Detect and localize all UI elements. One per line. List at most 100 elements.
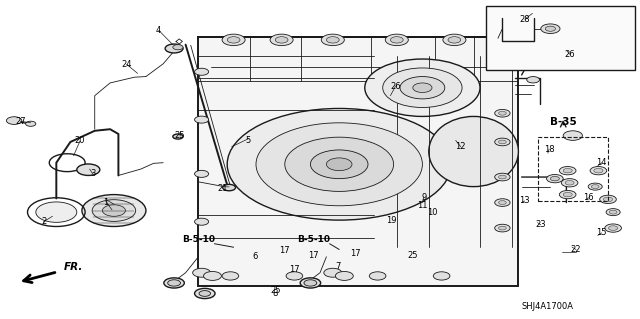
Text: 18: 18 [544,145,554,154]
Circle shape [324,268,342,277]
Text: 25: 25 [270,286,280,295]
Bar [198,37,518,286]
Circle shape [541,24,560,33]
Text: B-35: B-35 [550,117,577,127]
Circle shape [92,200,136,221]
Text: 1: 1 [103,198,108,207]
Circle shape [193,268,211,277]
Text: 8: 8 [273,289,278,298]
Text: 6: 6 [252,252,257,261]
Circle shape [594,168,603,173]
Text: 17: 17 [289,265,300,274]
Ellipse shape [429,116,518,187]
Circle shape [165,44,183,53]
Circle shape [321,34,344,46]
Circle shape [413,83,432,93]
Circle shape [204,271,221,280]
Circle shape [227,108,451,220]
Circle shape [499,201,506,204]
Circle shape [527,50,542,58]
Text: 23: 23 [536,220,546,229]
Circle shape [223,184,236,191]
Circle shape [285,137,394,191]
Text: 16: 16 [584,193,594,202]
Circle shape [591,185,599,189]
Circle shape [365,59,480,116]
Circle shape [499,140,506,144]
Circle shape [369,272,386,280]
Circle shape [565,181,574,185]
Text: 7: 7 [335,262,340,271]
Circle shape [222,34,245,46]
Circle shape [499,226,506,230]
Text: 19: 19 [387,216,397,225]
Circle shape [164,278,184,288]
Circle shape [609,210,617,214]
Circle shape [588,183,602,190]
Text: 3: 3 [90,169,95,178]
Text: 12: 12 [456,142,466,151]
Circle shape [563,131,582,140]
Circle shape [300,278,321,288]
Text: 17: 17 [280,246,290,255]
Circle shape [173,45,183,50]
Circle shape [495,199,510,206]
Circle shape [495,138,510,146]
Circle shape [563,168,572,173]
Text: B-5-10: B-5-10 [297,235,330,244]
Circle shape [227,37,240,43]
Circle shape [547,174,563,183]
Text: 21: 21 [218,184,228,193]
Circle shape [26,121,36,126]
Text: 17: 17 [350,249,360,258]
Circle shape [605,224,621,232]
Circle shape [385,34,408,46]
Circle shape [195,218,209,225]
Text: 25: 25 [174,131,184,140]
Circle shape [604,197,612,202]
Circle shape [433,272,450,280]
Circle shape [495,173,510,181]
Circle shape [335,271,353,280]
Text: 4: 4 [156,26,161,35]
Circle shape [326,158,352,171]
Circle shape [545,26,556,31]
Circle shape [400,77,445,99]
Circle shape [286,272,303,280]
Bar [486,6,635,70]
Circle shape [495,224,510,232]
Text: 10: 10 [428,208,438,217]
Circle shape [256,123,422,206]
Circle shape [495,109,510,117]
Circle shape [606,209,620,216]
Text: 14: 14 [596,158,607,167]
Circle shape [270,34,293,46]
Circle shape [383,68,462,108]
Circle shape [6,117,22,124]
Text: 11: 11 [417,201,428,210]
Circle shape [102,205,125,216]
Text: 28: 28 [520,15,530,24]
Circle shape [173,134,183,139]
Circle shape [195,116,209,123]
Circle shape [499,175,506,179]
Circle shape [563,192,572,197]
Text: SHJ4A1700A: SHJ4A1700A [522,302,574,311]
Circle shape [390,37,403,43]
Circle shape [195,170,209,177]
Text: FR.: FR. [64,262,83,272]
Circle shape [199,291,211,296]
Text: B-5-10: B-5-10 [182,235,215,244]
Text: 22: 22 [571,245,581,254]
Text: 26: 26 [564,50,575,59]
Text: 24: 24 [122,60,132,69]
Circle shape [448,37,461,43]
Bar [538,137,608,201]
Circle shape [600,195,616,204]
Text: 27: 27 [15,117,26,126]
Circle shape [590,167,607,175]
Circle shape [36,202,77,222]
Circle shape [275,37,288,43]
Text: 15: 15 [596,228,607,237]
Circle shape [559,190,576,199]
